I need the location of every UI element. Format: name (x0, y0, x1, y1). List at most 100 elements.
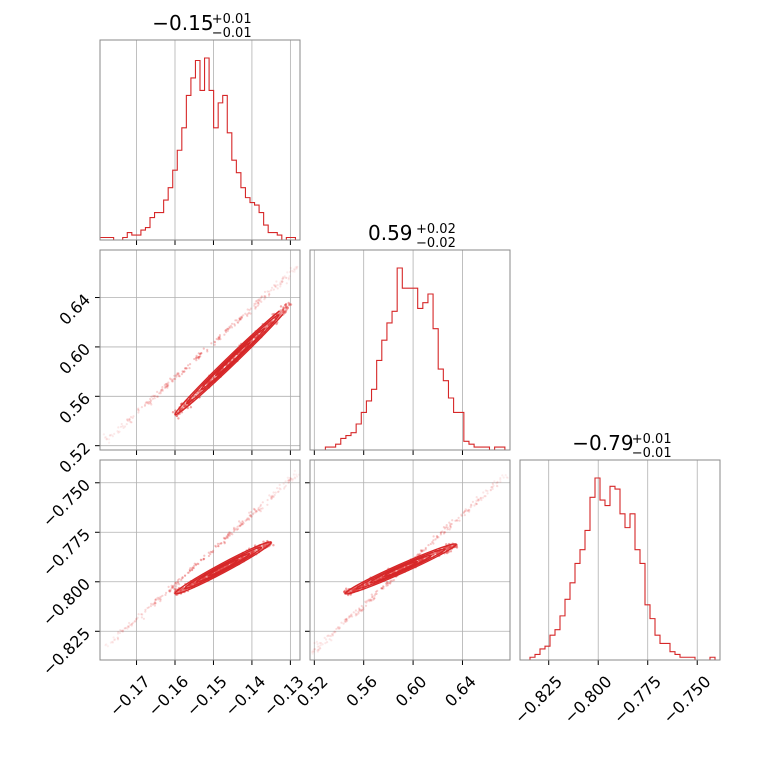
scatter-point (328, 638, 331, 641)
scatter-point (291, 479, 294, 482)
scatter-point (169, 589, 172, 593)
scatter-point (316, 650, 319, 653)
scatter-point (416, 554, 419, 557)
scatter-point (174, 582, 177, 585)
scatter-point (319, 647, 322, 650)
scatter-point (343, 589, 347, 592)
scatter-point (389, 579, 392, 582)
scatter-point (338, 627, 341, 630)
scatter-point (227, 534, 230, 537)
scatter-point (460, 513, 463, 516)
scatter-point (175, 414, 179, 418)
scatter-point (282, 308, 285, 311)
scatter-point (179, 589, 183, 592)
scatter-point (357, 612, 360, 615)
scatter-point (165, 385, 168, 388)
x-tick-label: −0.800 (560, 672, 615, 727)
scatter-point (475, 503, 478, 506)
scatter-point (293, 268, 296, 272)
scatter-point (132, 621, 135, 624)
scatter-point (449, 545, 452, 548)
scatter-point (172, 586, 175, 589)
scatter-point (195, 359, 198, 362)
scatter-point (289, 477, 292, 480)
scatter-point (317, 649, 320, 652)
scatter-point (449, 545, 452, 549)
scatter-point (288, 303, 291, 306)
scatter-point (482, 491, 485, 494)
scatter-point (240, 316, 243, 319)
scatter-point (132, 415, 135, 418)
scatter-point (285, 276, 288, 279)
scatter-point (289, 303, 293, 306)
scatter-point (391, 579, 394, 582)
scatter-point (203, 557, 206, 560)
scatter-point (448, 546, 451, 549)
scatter-point (252, 550, 256, 553)
scatter-point (179, 408, 183, 411)
scatter-point (219, 338, 222, 341)
scatter-point (490, 486, 493, 489)
scatter-point (225, 331, 228, 334)
scatter-point (218, 335, 221, 338)
scatter-point (274, 285, 277, 288)
scatter-point (445, 548, 448, 551)
scatter-point (366, 582, 369, 585)
scatter-point (160, 389, 163, 392)
scatter-point (351, 588, 354, 591)
scatter-point (358, 608, 361, 611)
scatter-point (151, 397, 154, 400)
scatter-point (116, 430, 119, 433)
histogram-line (520, 477, 720, 660)
scatter-point (215, 337, 218, 341)
scatter-point (439, 531, 443, 534)
title-median: −0.79 (572, 431, 633, 455)
scatter-point (164, 383, 167, 386)
scatter-point (233, 324, 236, 327)
scatter-point (432, 535, 435, 538)
scatter-point (313, 650, 316, 653)
scatter-point (232, 528, 235, 531)
scatter-point (344, 618, 347, 621)
scatter-point (177, 581, 180, 585)
scatter-point (126, 418, 129, 421)
scatter-point (156, 395, 159, 398)
scatter-point (446, 551, 449, 555)
scatter-point (113, 638, 116, 642)
scatter-point (349, 615, 352, 618)
x-tick-label: −0.16 (144, 672, 192, 720)
scatter-point (137, 613, 140, 616)
title-median: 0.59 (368, 221, 413, 245)
scatter-point (284, 480, 287, 483)
scatter-point (218, 542, 221, 546)
scatter-point (240, 522, 243, 526)
scatter-point (154, 599, 157, 602)
scatter-point (199, 355, 202, 358)
scatter-point (228, 531, 231, 534)
scatter-point (165, 385, 168, 388)
scatter-point (198, 355, 201, 358)
scatter-point (120, 629, 123, 632)
scatter-point (464, 508, 467, 511)
hist-panel-2: −0.79+0.01−0.01 (519, 431, 721, 665)
scatter-point (249, 552, 252, 555)
scatter-point (434, 551, 437, 555)
scatter-point (445, 526, 448, 529)
scatter-point (272, 491, 275, 494)
scatter-point (343, 590, 346, 593)
scatter-point (217, 545, 220, 548)
scatter-point (140, 406, 143, 409)
scatter-point (189, 567, 192, 570)
scatter-point (451, 544, 454, 548)
scatter-point (442, 526, 445, 529)
scatter-point (104, 644, 107, 647)
scatter-point (270, 497, 273, 500)
scatter-point (241, 523, 244, 526)
scatter-point (252, 550, 255, 553)
scatter-point (281, 277, 284, 280)
scatter-point (364, 583, 367, 586)
scatter-point (250, 515, 253, 518)
scatter-point (250, 510, 253, 514)
scatter-point (181, 576, 184, 579)
scatter-point (262, 545, 265, 548)
